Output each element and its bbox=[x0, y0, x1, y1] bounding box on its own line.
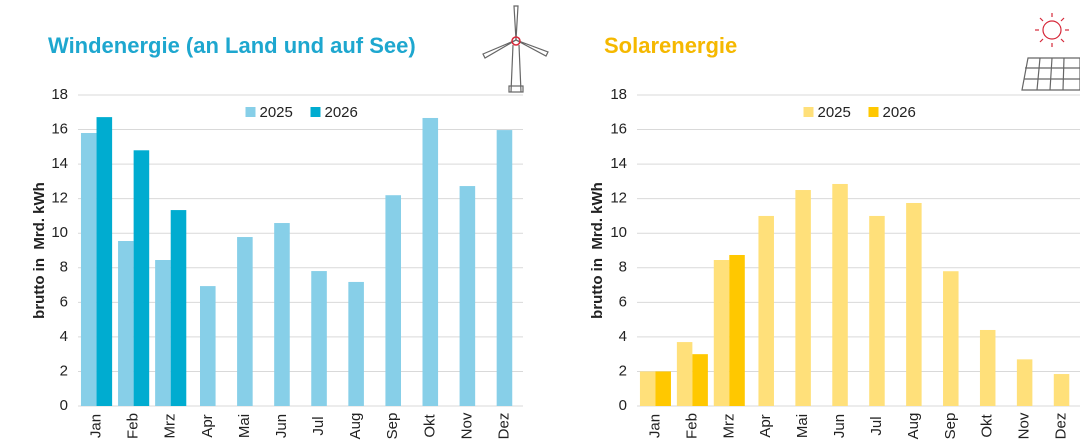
legend-label: 2025 bbox=[818, 104, 851, 121]
x-tick-label: Okt bbox=[979, 414, 996, 438]
bar bbox=[80, 133, 97, 406]
x-tick-label: Sep bbox=[942, 413, 959, 440]
bar bbox=[155, 260, 171, 406]
bar bbox=[96, 117, 113, 407]
bar bbox=[237, 237, 253, 406]
y-tick-label: 10 bbox=[51, 224, 68, 241]
x-tick-label: Apr bbox=[757, 414, 774, 437]
x-tick-label: Jan bbox=[646, 414, 663, 438]
bar bbox=[758, 215, 774, 406]
legend-swatch bbox=[803, 107, 814, 117]
y-tick-label: 18 bbox=[610, 86, 627, 103]
x-tick-label: Apr bbox=[199, 414, 216, 437]
x-tick-label: Jul bbox=[310, 416, 327, 435]
x-tick-label: Jun bbox=[273, 414, 290, 438]
bar bbox=[170, 210, 187, 406]
x-tick-label: Feb bbox=[125, 413, 142, 439]
y-tick-label: 10 bbox=[610, 224, 627, 241]
x-tick-label: Mai bbox=[794, 414, 811, 438]
y-tick-label: 4 bbox=[619, 328, 627, 345]
x-tick-label: Mai bbox=[236, 414, 253, 438]
x-tick-label: Okt bbox=[421, 414, 438, 438]
wind-turbine-icon bbox=[482, 5, 549, 93]
legend-swatch bbox=[245, 107, 256, 117]
bar bbox=[348, 281, 364, 406]
y-tick-label: 16 bbox=[610, 121, 627, 138]
bar bbox=[795, 190, 811, 406]
y-tick-label: 8 bbox=[619, 259, 627, 276]
y-tick-label: 0 bbox=[60, 397, 68, 414]
bar bbox=[1016, 359, 1033, 406]
chart-title: Windenergie (an Land und auf See) bbox=[48, 33, 416, 58]
y-tick-label: 2 bbox=[60, 362, 68, 379]
bar bbox=[729, 254, 745, 406]
bar bbox=[713, 260, 730, 406]
y-tick-label: 18 bbox=[51, 86, 68, 103]
x-tick-label: Feb bbox=[683, 413, 700, 439]
legend-swatch bbox=[310, 107, 321, 117]
bar bbox=[422, 117, 439, 407]
y-tick-label: 8 bbox=[60, 259, 68, 276]
y-tick-label: 2 bbox=[619, 362, 627, 379]
x-tick-label: Jul bbox=[868, 416, 885, 435]
bar bbox=[655, 371, 671, 406]
bar bbox=[1053, 374, 1070, 406]
x-tick-label: Aug bbox=[347, 413, 364, 440]
bar bbox=[869, 215, 885, 406]
bar bbox=[639, 371, 656, 406]
y-axis-title: brutto in Mrd. kWh bbox=[31, 182, 48, 319]
x-tick-label: Aug bbox=[905, 413, 922, 440]
y-tick-label: 12 bbox=[610, 190, 627, 207]
x-tick-label: Dez bbox=[495, 413, 512, 440]
legend-swatch bbox=[868, 107, 879, 117]
x-tick-label: Mrz bbox=[162, 414, 179, 439]
y-tick-label: 14 bbox=[610, 155, 627, 172]
x-tick-label: Jun bbox=[831, 414, 848, 438]
x-tick-label: Nov bbox=[458, 412, 475, 439]
bar bbox=[133, 150, 150, 406]
legend-label: 2026 bbox=[883, 104, 916, 121]
bar bbox=[385, 195, 401, 406]
chart-title: Solarenergie bbox=[604, 33, 737, 58]
bar bbox=[692, 354, 708, 406]
bar bbox=[274, 223, 290, 406]
legend-label: 2026 bbox=[325, 104, 358, 121]
bar bbox=[676, 342, 693, 406]
y-tick-label: 14 bbox=[51, 155, 68, 172]
x-tick-label: Jan bbox=[88, 414, 105, 438]
bar bbox=[906, 202, 922, 406]
x-tick-label: Mrz bbox=[720, 414, 737, 439]
y-tick-label: 0 bbox=[619, 397, 627, 414]
bar bbox=[200, 286, 216, 406]
bar bbox=[459, 186, 476, 406]
bar bbox=[943, 271, 959, 406]
x-tick-label: Sep bbox=[384, 413, 401, 440]
bar bbox=[118, 240, 134, 406]
y-tick-label: 6 bbox=[619, 293, 627, 310]
y-tick-label: 16 bbox=[51, 121, 68, 138]
bar bbox=[496, 130, 513, 406]
y-tick-label: 6 bbox=[60, 293, 68, 310]
bar bbox=[311, 271, 327, 406]
y-tick-label: 12 bbox=[51, 190, 68, 207]
x-tick-label: Nov bbox=[1016, 412, 1033, 439]
solar-icon bbox=[1021, 13, 1080, 91]
x-tick-label: Dez bbox=[1053, 413, 1070, 440]
bar bbox=[979, 329, 996, 406]
y-tick-label: 4 bbox=[60, 328, 68, 345]
bar bbox=[832, 183, 848, 406]
legend-label: 2025 bbox=[260, 104, 293, 121]
y-axis-title: brutto in Mrd. kWh bbox=[589, 182, 606, 319]
